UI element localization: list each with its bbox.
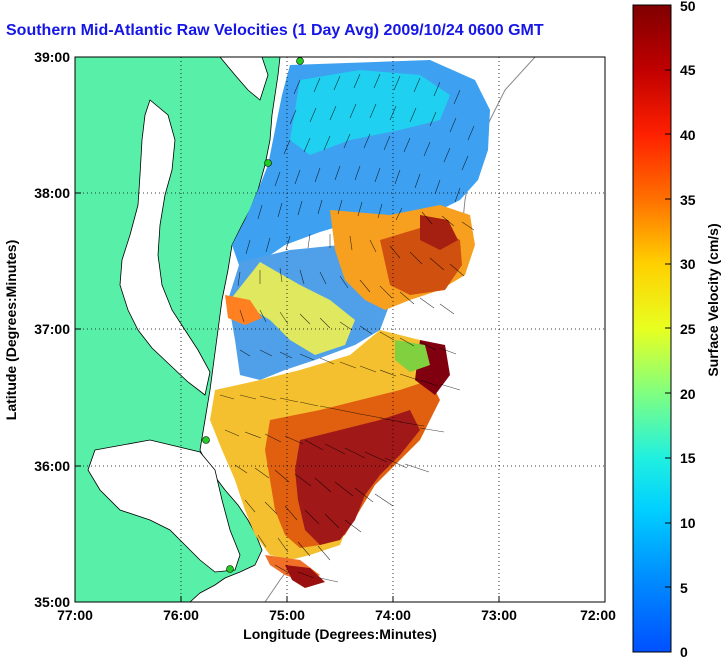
colorbar-ramp (632, 4, 672, 653)
x-tick-label: 76:00 (163, 607, 199, 623)
colorbar-tick-label: 30 (680, 256, 696, 272)
x-tick-label: 77:00 (57, 607, 93, 623)
pamlico-sound (87, 439, 241, 573)
colorbar-tick-label: 40 (680, 127, 696, 143)
radar-sites (202, 57, 304, 573)
x-tick-label: 74:00 (375, 607, 411, 623)
map-title: Southern Mid-Atlantic Raw Velocities (1 … (6, 22, 544, 39)
y-tick-label: 39:00 (34, 49, 70, 65)
colorbar-label: Surface Velocity (cm/s) (705, 223, 721, 376)
x-tick-label: 75:00 (269, 607, 305, 623)
radar-site-marker (264, 159, 272, 167)
y-tick-label: 37:00 (34, 321, 70, 337)
colorbar-tick-label: 15 (680, 450, 696, 466)
colorbar-tick-label: 50 (680, 0, 696, 14)
y-tick-label: 35:00 (34, 594, 70, 610)
colorbar-tick-label: 45 (680, 62, 696, 78)
x-tick-label: 72:00 (580, 607, 616, 623)
radar-site-marker (226, 565, 234, 573)
chesapeake-bay (119, 99, 211, 396)
colorbar-tick-label: 5 (680, 580, 688, 596)
delaware-bay (219, 57, 269, 101)
colorbar-tick-label: 35 (680, 192, 696, 208)
y-tick-label: 36:00 (34, 458, 70, 474)
radar-site-marker (296, 57, 304, 65)
x-tick-label: 73:00 (481, 607, 517, 623)
x-axis-label: Longitude (Degrees:Minutes) (243, 626, 437, 642)
colorbar-tick-label: 20 (680, 386, 696, 402)
colorbar-tick-label: 25 (680, 321, 696, 337)
radar-site-marker (202, 436, 210, 444)
colorbar-tick-label: 0 (680, 644, 688, 659)
y-tick-label: 38:00 (34, 185, 70, 201)
velocity-field (210, 60, 490, 588)
grid-lines (75, 57, 605, 602)
colorbar-tick-label: 10 (680, 515, 696, 531)
y-axis-label: Latitude (Degrees:Minutes) (3, 240, 19, 420)
